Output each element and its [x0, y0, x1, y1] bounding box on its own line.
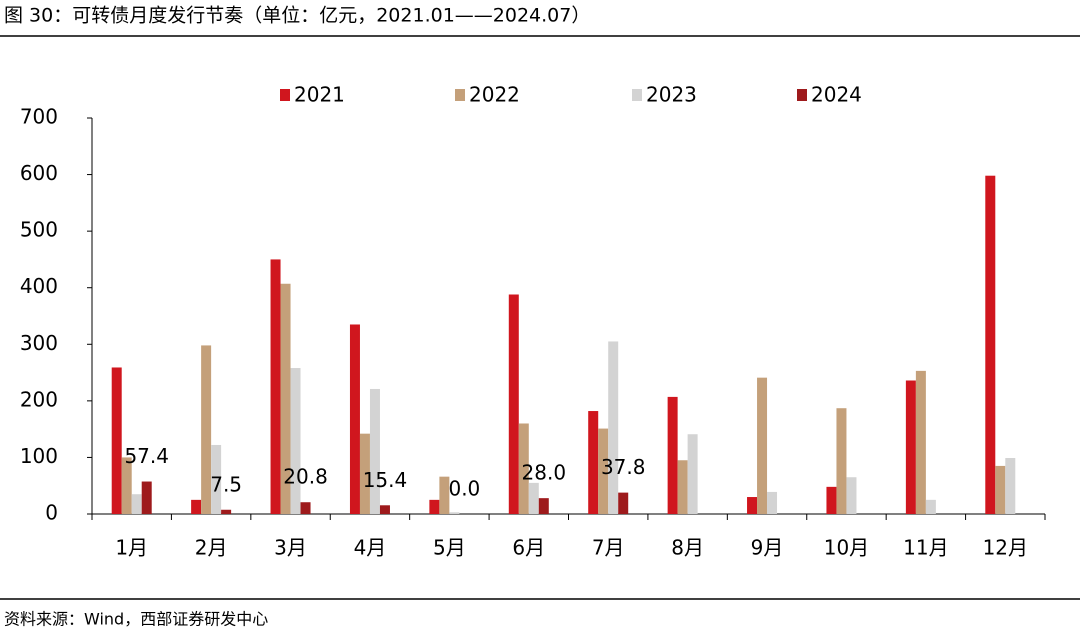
- bar: [836, 408, 847, 514]
- legend-label: 2021: [294, 83, 345, 107]
- legend-swatch: [280, 89, 290, 101]
- y-tick-label: 0: [45, 501, 58, 525]
- bar: [211, 444, 222, 514]
- bar: [905, 380, 916, 514]
- y-tick-label: 600: [20, 161, 58, 185]
- legend-swatch: [455, 89, 465, 101]
- bar: [300, 502, 311, 514]
- x-tick-label: 6月: [512, 536, 545, 560]
- bar: [608, 341, 619, 514]
- bar: [757, 377, 768, 514]
- bar: [826, 486, 837, 514]
- data-label: 20.8: [283, 465, 328, 489]
- x-tick-label: 12月: [983, 536, 1028, 560]
- data-label: 37.8: [601, 455, 646, 479]
- bar: [191, 499, 202, 514]
- bar: [687, 434, 698, 514]
- y-tick-label: 300: [20, 331, 58, 355]
- bar: [598, 428, 609, 514]
- bar: [221, 509, 232, 514]
- bar: [1005, 457, 1016, 514]
- data-label: 57.4: [124, 444, 169, 468]
- bar: [359, 433, 370, 514]
- y-tick-label: 700: [20, 105, 58, 129]
- x-tick-label: 5月: [433, 536, 466, 560]
- bar: [131, 494, 142, 514]
- bar: [379, 505, 390, 514]
- x-tick-label: 3月: [274, 536, 307, 560]
- bar: [290, 368, 301, 514]
- bar: [618, 492, 629, 514]
- bar: [141, 481, 152, 514]
- bar: [667, 396, 678, 514]
- legend-swatch: [797, 89, 807, 101]
- bar: [538, 498, 549, 514]
- bar: [439, 476, 450, 514]
- bar: [925, 499, 936, 514]
- bar: [846, 477, 857, 514]
- legend-label: 2024: [811, 83, 862, 107]
- bar: [915, 370, 926, 514]
- data-label: 15.4: [363, 468, 408, 492]
- data-label: 7.5: [210, 472, 242, 496]
- source-note: 资料来源：Wind，西部证券研发中心: [4, 610, 268, 629]
- y-tick-label: 200: [20, 387, 58, 411]
- x-tick-label: 10月: [824, 536, 869, 560]
- bar: [369, 388, 380, 514]
- x-tick-label: 4月: [354, 536, 387, 560]
- bar: [508, 294, 519, 514]
- bar: [985, 175, 996, 514]
- x-tick-label: 2月: [195, 536, 228, 560]
- data-label: 28.0: [522, 461, 567, 485]
- legend-label: 2022: [469, 83, 520, 107]
- bar: [747, 497, 758, 514]
- y-tick-label: 400: [20, 274, 58, 298]
- y-tick-label: 500: [20, 218, 58, 242]
- bar: [767, 491, 778, 514]
- bar: [121, 457, 132, 514]
- y-tick-label: 100: [20, 444, 58, 468]
- bar: [429, 499, 440, 514]
- bar: [528, 482, 539, 514]
- x-tick-label: 8月: [671, 536, 704, 560]
- x-tick-label: 1月: [115, 536, 148, 560]
- data-label: 0.0: [448, 477, 480, 501]
- x-tick-label: 11月: [903, 536, 948, 560]
- legend-label: 2023: [646, 83, 697, 107]
- bar: [449, 512, 460, 514]
- bar: [280, 283, 291, 514]
- x-tick-label: 7月: [592, 536, 625, 560]
- chart-title: 图 30：可转债月度发行节奏（单位：亿元，2021.01——2024.07）: [4, 5, 590, 27]
- bar: [588, 411, 599, 514]
- bar: [677, 460, 688, 514]
- bar: [349, 324, 360, 514]
- bar: [111, 367, 122, 514]
- bar: [518, 423, 529, 514]
- x-tick-label: 9月: [751, 536, 784, 560]
- legend-swatch: [632, 89, 642, 101]
- bar: [201, 345, 212, 514]
- bar: [270, 259, 281, 514]
- bar: [995, 465, 1006, 514]
